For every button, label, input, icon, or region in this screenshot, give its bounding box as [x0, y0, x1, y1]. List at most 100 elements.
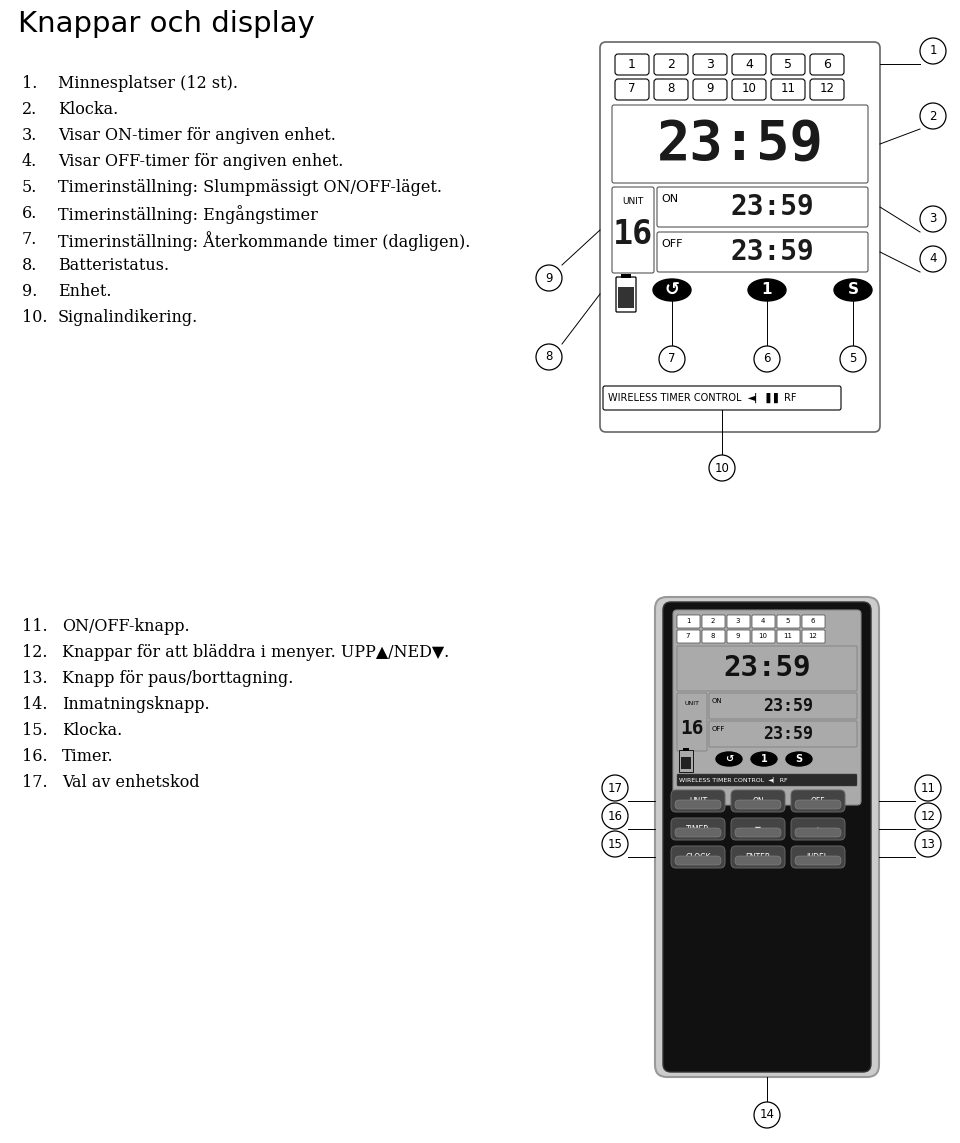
Text: 6.: 6. — [22, 205, 37, 222]
FancyBboxPatch shape — [663, 602, 871, 1072]
Text: 3: 3 — [929, 213, 937, 225]
FancyBboxPatch shape — [671, 818, 725, 840]
Text: 9: 9 — [545, 272, 553, 285]
Text: 15.: 15. — [22, 722, 48, 740]
Circle shape — [920, 103, 946, 129]
Text: 2: 2 — [667, 57, 675, 71]
Text: 17: 17 — [608, 782, 622, 794]
Text: ON: ON — [753, 797, 764, 806]
FancyBboxPatch shape — [612, 105, 868, 183]
FancyBboxPatch shape — [735, 856, 781, 865]
Text: 13.: 13. — [22, 670, 48, 687]
Text: ▼: ▼ — [756, 825, 761, 834]
FancyBboxPatch shape — [777, 630, 800, 644]
Text: OFF: OFF — [810, 797, 826, 806]
Text: 9: 9 — [735, 633, 740, 639]
FancyBboxPatch shape — [802, 630, 825, 644]
Text: ON: ON — [712, 698, 723, 704]
Text: 6: 6 — [811, 618, 815, 624]
Text: 2: 2 — [710, 618, 715, 624]
FancyBboxPatch shape — [810, 54, 844, 75]
Text: ON: ON — [661, 194, 678, 203]
Ellipse shape — [751, 752, 777, 766]
FancyBboxPatch shape — [810, 79, 844, 99]
Bar — [618, 287, 634, 307]
Circle shape — [536, 344, 562, 370]
Ellipse shape — [716, 752, 742, 766]
Text: 4: 4 — [761, 618, 765, 624]
Text: 12: 12 — [808, 633, 817, 639]
Text: 4.: 4. — [22, 153, 37, 170]
Text: Timerinställning: Engångstimer: Timerinställning: Engångstimer — [58, 205, 318, 224]
Text: Klocka.: Klocka. — [58, 101, 118, 118]
FancyBboxPatch shape — [616, 277, 636, 312]
FancyBboxPatch shape — [657, 232, 868, 272]
FancyBboxPatch shape — [603, 386, 841, 410]
Text: 2.: 2. — [22, 101, 37, 118]
Circle shape — [536, 265, 562, 291]
Text: 23:59: 23:59 — [723, 654, 811, 682]
Text: 7: 7 — [685, 633, 690, 639]
Text: 1: 1 — [761, 282, 772, 297]
FancyBboxPatch shape — [693, 54, 727, 75]
Text: 10: 10 — [741, 82, 756, 96]
Circle shape — [915, 775, 941, 801]
Text: Timerinställning: Slumpmässigt ON/OFF-läget.: Timerinställning: Slumpmässigt ON/OFF-lä… — [58, 179, 442, 195]
Text: S: S — [796, 754, 803, 764]
Text: 17.: 17. — [22, 774, 48, 791]
Text: 3.: 3. — [22, 127, 37, 144]
Circle shape — [840, 346, 866, 371]
FancyBboxPatch shape — [771, 54, 805, 75]
Text: Knappar och display: Knappar och display — [18, 10, 315, 38]
FancyBboxPatch shape — [600, 42, 880, 432]
FancyBboxPatch shape — [732, 79, 766, 99]
Text: 7.: 7. — [22, 231, 37, 248]
Text: 23:59: 23:59 — [763, 697, 813, 716]
FancyBboxPatch shape — [655, 597, 879, 1077]
Text: 13: 13 — [921, 838, 935, 850]
FancyBboxPatch shape — [709, 693, 857, 719]
Text: WIRELESS TIMER CONTROL  ◄▏ RF: WIRELESS TIMER CONTROL ◄▏ RF — [679, 777, 787, 783]
Text: 1: 1 — [760, 754, 767, 764]
Text: Visar ON-timer för angiven enhet.: Visar ON-timer för angiven enhet. — [58, 127, 336, 144]
Text: 6: 6 — [823, 57, 831, 71]
Text: Timerinställning: Återkommande timer (dagligen).: Timerinställning: Återkommande timer (da… — [58, 231, 470, 251]
Text: Batteristatus.: Batteristatus. — [58, 257, 169, 274]
FancyBboxPatch shape — [671, 790, 725, 812]
Text: 11: 11 — [780, 82, 796, 96]
Text: ON/OFF-knapp.: ON/OFF-knapp. — [62, 618, 190, 636]
FancyBboxPatch shape — [777, 615, 800, 628]
FancyBboxPatch shape — [731, 818, 785, 840]
Ellipse shape — [653, 279, 691, 301]
Text: 16: 16 — [681, 719, 704, 737]
FancyBboxPatch shape — [675, 856, 721, 865]
Text: 8: 8 — [545, 351, 553, 363]
Text: UNIT: UNIT — [622, 197, 643, 206]
FancyBboxPatch shape — [771, 79, 805, 99]
FancyBboxPatch shape — [615, 54, 649, 75]
Text: 23:59: 23:59 — [731, 193, 814, 221]
Text: 15: 15 — [608, 838, 622, 850]
Text: CLOCK: CLOCK — [685, 853, 710, 862]
FancyBboxPatch shape — [677, 630, 700, 644]
FancyBboxPatch shape — [677, 693, 707, 751]
Text: ↺: ↺ — [664, 281, 680, 299]
Text: 11: 11 — [783, 633, 793, 639]
Text: 14: 14 — [759, 1109, 775, 1121]
Text: 14.: 14. — [22, 696, 47, 713]
FancyBboxPatch shape — [693, 79, 727, 99]
Text: Enhet.: Enhet. — [58, 283, 111, 299]
FancyBboxPatch shape — [791, 790, 845, 812]
FancyBboxPatch shape — [731, 846, 785, 868]
FancyBboxPatch shape — [727, 630, 750, 644]
Ellipse shape — [786, 752, 812, 766]
Text: UNIT: UNIT — [689, 797, 708, 806]
Text: 5: 5 — [850, 352, 856, 366]
FancyBboxPatch shape — [671, 846, 725, 868]
Bar — [681, 757, 691, 769]
Text: ↺: ↺ — [725, 754, 733, 764]
Text: 7: 7 — [668, 352, 676, 366]
FancyBboxPatch shape — [791, 846, 845, 868]
Text: 3: 3 — [735, 618, 740, 624]
FancyBboxPatch shape — [673, 610, 861, 805]
